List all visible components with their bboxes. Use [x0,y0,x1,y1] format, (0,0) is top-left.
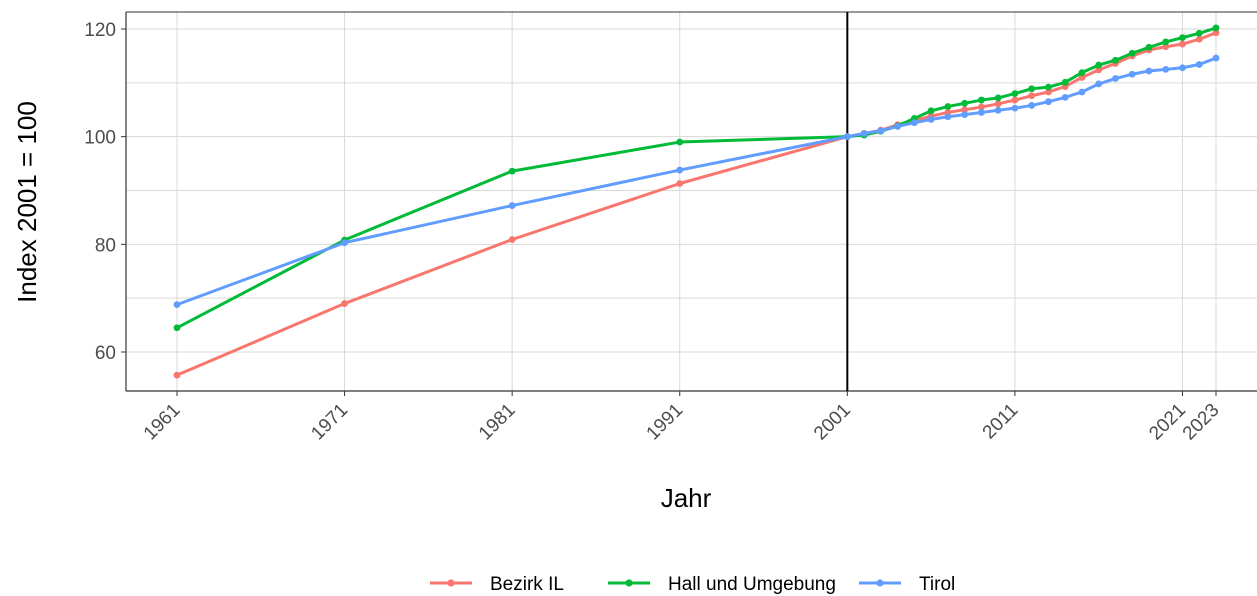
legend-label: Tirol [919,574,955,595]
data-point-bezirk-il [1078,74,1086,81]
data-point-hall-und-umgebung [1212,24,1220,32]
legend-item-tirol: Tirol [859,574,955,595]
data-point-bezirk-il [1162,43,1170,51]
data-point-bezirk-il [1195,35,1203,43]
x-tick-label: 2023 [1179,400,1224,445]
data-point-tirol [1179,64,1186,72]
data-point-tirol [1212,54,1220,62]
y-tick-label: 60 [95,343,116,364]
data-point-bezirk-il [961,106,969,114]
data-point-hall-und-umgebung [1112,56,1119,64]
data-point-bezirk-il [977,103,985,111]
y-tick-label: 120 [84,20,116,41]
x-tick-label: 1961 [140,400,185,445]
data-point-hall-und-umgebung [977,96,985,104]
data-point-tirol [1112,75,1119,82]
data-point-hall-und-umgebung [1078,69,1086,76]
data-point-tirol [927,116,935,123]
data-point-tirol [1078,88,1086,96]
data-point-tirol [1195,61,1203,68]
data-point-bezirk-il [1011,96,1019,104]
data-point-hall-und-umgebung [1145,43,1153,51]
data-point-tirol [1045,98,1052,106]
data-point-bezirk-il [508,236,516,243]
data-point-hall-und-umgebung [1195,29,1203,37]
data-point-hall-und-umgebung [1095,61,1103,69]
data-point-tirol [1028,102,1036,109]
data-point-hall-und-umgebung [961,99,969,107]
data-point-bezirk-il [1179,40,1186,48]
data-point-tirol [860,130,868,137]
x-axis-title: Jahr [661,483,712,513]
legend-item-hall-und-umgebung: Hall und Umgebung [608,574,836,595]
data-point-hall-und-umgebung [1128,49,1136,57]
data-series [173,24,1220,379]
data-point-hall-und-umgebung [1162,38,1170,46]
data-point-tirol [173,301,181,309]
series-line-tirol [175,56,1218,307]
x-tick-label: 1981 [475,400,520,445]
x-tick-label: 2011 [979,400,1023,444]
data-point-hall-und-umgebung [1179,34,1186,42]
x-tick-label: 2021 [1145,400,1190,445]
data-point-tirol [1011,104,1019,112]
data-point-bezirk-il [1028,92,1036,100]
axes [121,11,1257,396]
data-point-hall-und-umgebung [173,324,181,332]
y-tick-labels: 60 80 100 120 [84,20,116,364]
legend-key-point [876,579,884,587]
data-point-hall-und-umgebung [944,103,952,110]
data-point-bezirk-il [994,100,1002,108]
data-point-tirol [977,109,985,116]
x-tick-label: 1971 [307,400,352,445]
data-point-bezirk-il [173,371,181,379]
data-point-hall-und-umgebung [1045,83,1052,91]
y-axis-title: Index 2001 = 100 [12,101,42,303]
data-point-tirol [944,113,952,121]
y-tick-label: 100 [84,128,116,149]
data-point-tirol [1061,93,1069,101]
data-point-hall-und-umgebung [676,138,684,146]
data-point-tirol [1095,80,1103,88]
x-tick-label: 1991 [643,400,688,445]
data-point-tirol [894,123,901,130]
legend-key-point [447,579,455,587]
legend: Bezirk IL Hall und Umgebung Tirol [430,574,955,595]
data-point-hall-und-umgebung [1011,90,1019,97]
data-point-tirol [1145,67,1153,75]
data-point-bezirk-il [1045,88,1052,96]
data-point-bezirk-il [1212,29,1220,37]
data-point-tirol [910,119,918,127]
series-tirol [173,54,1220,309]
data-point-tirol [341,239,348,247]
data-point-tirol [961,111,969,118]
data-point-bezirk-il [341,300,348,307]
data-point-tirol [843,133,851,141]
y-tick-label: 80 [95,235,116,256]
data-point-bezirk-il [676,180,684,187]
data-point-bezirk-il [1095,66,1103,74]
data-point-hall-und-umgebung [1061,78,1069,86]
data-point-tirol [508,202,516,209]
data-point-hall-und-umgebung [927,107,935,115]
legend-label: Bezirk IL [490,574,564,595]
data-point-hall-und-umgebung [508,167,516,175]
data-point-tirol [994,106,1002,114]
data-point-tirol [676,166,684,174]
data-point-tirol [877,127,885,135]
data-point-hall-und-umgebung [994,94,1002,102]
data-point-hall-und-umgebung [1028,85,1036,93]
x-tick-label: 2001 [810,400,855,445]
data-point-tirol [1128,70,1136,78]
legend-item-bezirk-il: Bezirk IL [430,574,564,595]
data-point-tirol [1162,65,1170,73]
legend-key-point [625,579,633,587]
legend-label: Hall und Umgebung [668,574,836,595]
